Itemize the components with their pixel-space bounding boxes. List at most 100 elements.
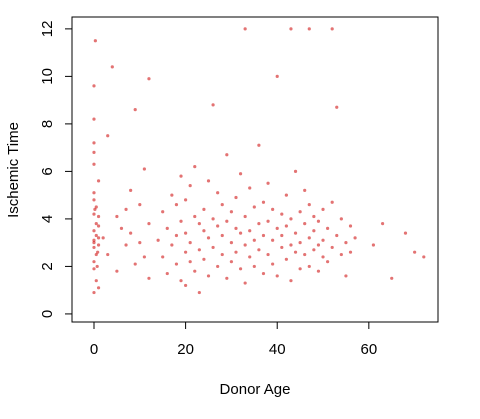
point [348,224,353,228]
point [422,255,426,259]
point [170,193,174,197]
point [115,269,119,273]
point [92,229,96,233]
point [289,279,293,283]
point [326,226,330,231]
point [307,264,311,269]
point [243,27,247,31]
point [161,210,165,214]
point [238,231,243,235]
point [193,165,197,169]
plot-frame [71,16,439,323]
point [161,255,165,259]
point [252,238,256,242]
point [106,252,110,257]
point [316,269,321,273]
point [289,217,293,221]
point [339,217,343,221]
point [248,255,252,259]
point [174,203,179,207]
y-tick-label: 12 [39,21,56,38]
point [298,267,302,271]
point [188,184,192,188]
point [188,241,192,245]
point [92,162,96,166]
point [96,224,101,228]
y-tick-label: 2 [39,262,56,270]
point [339,252,343,257]
point [229,260,234,264]
point [133,108,137,112]
point [184,231,188,235]
point [289,27,293,31]
point [261,271,266,276]
point [170,243,174,247]
point [321,238,325,242]
point [206,236,211,240]
point [184,283,188,288]
point [252,264,256,269]
point [94,222,98,226]
point [92,245,96,250]
point [335,233,339,238]
point [307,203,311,207]
point [92,198,96,202]
point [280,233,284,238]
point [216,224,220,228]
point [293,169,298,174]
point [129,188,133,193]
point [101,236,105,240]
point [330,245,334,250]
point [92,141,96,145]
point [344,241,348,245]
point [92,260,96,264]
point [266,181,270,185]
point [257,222,261,226]
point [303,222,307,226]
point [330,27,334,31]
point [229,241,234,245]
point [92,150,96,154]
point [316,243,321,247]
point [94,279,98,283]
point [307,27,311,31]
point [96,236,101,240]
point [92,290,96,295]
point [280,245,284,250]
point [280,212,284,216]
point [174,262,179,266]
point [303,188,307,193]
point [348,250,353,254]
point [124,207,128,212]
point [238,172,243,176]
point [96,214,101,219]
point [179,174,183,178]
point [225,276,229,280]
point [94,252,98,257]
point [216,264,220,269]
point [197,248,201,252]
point [298,241,302,245]
point [390,276,394,280]
point [284,257,288,261]
x-tick-label: 0 [90,341,98,358]
point [284,224,288,228]
point [193,214,197,219]
x-tick-label: 40 [269,341,286,358]
point [257,248,261,252]
point [229,210,234,214]
point [243,243,247,247]
point [316,219,321,223]
x-tick-label: 60 [360,341,377,358]
point [312,248,316,252]
point [138,241,142,245]
point [96,179,101,183]
point [307,236,311,240]
point [211,245,215,250]
point [243,214,247,219]
point [380,222,385,226]
point [184,250,188,254]
point [147,222,151,226]
point [371,243,376,247]
point [188,260,192,264]
